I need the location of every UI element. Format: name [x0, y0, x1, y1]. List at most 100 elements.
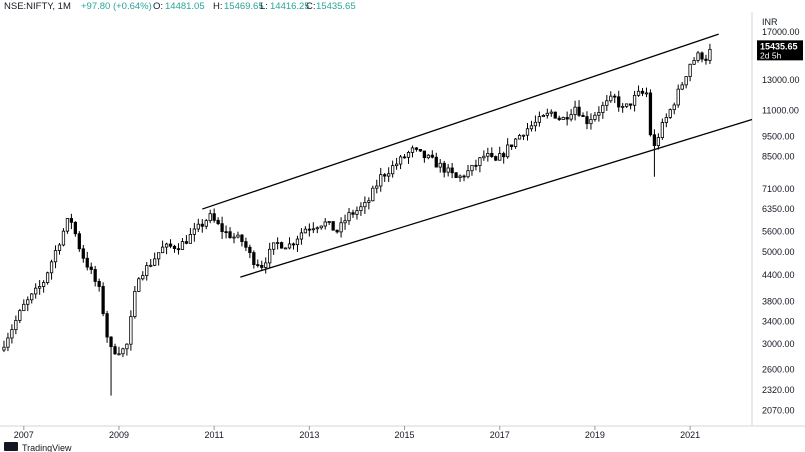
candle-down: [216, 219, 220, 225]
candle-up: [26, 299, 30, 305]
candle-down: [474, 164, 478, 167]
candle-down: [402, 156, 407, 159]
candle-up: [466, 170, 470, 178]
candle-down: [585, 116, 589, 125]
candle-up: [153, 258, 157, 266]
candle-down: [335, 229, 339, 233]
candle-down: [212, 213, 216, 221]
candle-down: [434, 156, 438, 168]
symbol-label[interactable]: NSE:NIFTY, 1M: [4, 1, 71, 12]
candle-up: [204, 220, 208, 227]
candle-up: [605, 100, 609, 106]
candle-down: [565, 117, 569, 120]
candle-down: [184, 241, 189, 244]
trendlines-layer: [202, 33, 753, 278]
candle-up: [676, 88, 680, 106]
candle-down: [244, 241, 248, 248]
candle-up: [387, 173, 391, 177]
candle-up: [517, 135, 522, 140]
candle-up: [22, 303, 26, 312]
candle-up: [45, 272, 50, 283]
candle-up: [680, 84, 684, 90]
candle-up: [593, 114, 597, 120]
price-tick-label: 5000.00: [762, 247, 795, 257]
candle-down: [494, 156, 498, 161]
candle-down: [93, 269, 97, 282]
time-tick-label: 2007: [14, 430, 34, 440]
price-tick-label: 8500.00: [762, 152, 795, 162]
candle-up: [53, 250, 58, 263]
open-label: O:: [153, 1, 163, 12]
candle-up: [597, 112, 601, 116]
candle-up: [133, 291, 137, 317]
candle-down: [331, 221, 335, 231]
candle-up: [295, 238, 300, 246]
tradingview-watermark: TradingView: [22, 443, 72, 452]
candle-up: [589, 119, 593, 125]
candle-up: [708, 48, 712, 61]
candle-up: [196, 223, 200, 230]
candle-up: [311, 228, 315, 231]
candle-down: [704, 58, 708, 61]
candle-up: [363, 201, 367, 208]
candle-up: [343, 220, 347, 224]
candle-up: [319, 225, 323, 229]
price-tick-label: 3000.00: [762, 339, 795, 349]
candle-up: [561, 117, 565, 120]
candle-countdown: 2d 5h: [760, 50, 782, 60]
time-axis[interactable]: 2007 2009 2011 2013 2015 2017 2019 2021: [14, 426, 700, 440]
chart-header: NSE:NIFTY, 1M +97.80 (+0.64%) O: 14481.0…: [4, 1, 356, 12]
candle-up: [264, 262, 268, 268]
candle-up: [478, 157, 482, 166]
candle-down: [248, 246, 252, 254]
price-tick-label: 2070.00: [762, 406, 795, 416]
high-value: 15469.65: [224, 1, 264, 12]
candle-up: [379, 174, 383, 187]
candle-up: [232, 236, 236, 239]
candle-down: [77, 233, 81, 250]
candle-up: [513, 138, 518, 147]
candle-up: [545, 112, 549, 116]
low-label: L:: [260, 1, 268, 12]
candle-up: [636, 90, 641, 96]
candle-up: [34, 287, 38, 295]
candle-up: [141, 275, 145, 280]
candle-down: [648, 92, 653, 136]
candle-down: [109, 336, 113, 348]
candle-up: [14, 319, 18, 331]
time-tick-label: 2019: [585, 430, 605, 440]
candle-down: [502, 153, 506, 158]
candle-up: [236, 234, 240, 238]
candle-down: [383, 174, 387, 177]
candle-up: [375, 185, 379, 189]
candle-up: [65, 218, 70, 232]
candle-down: [176, 248, 181, 251]
candle-down: [414, 147, 419, 150]
candle-up: [394, 163, 399, 167]
last-price-tag: 15435.65 2d 5h: [757, 40, 803, 61]
candle-up: [656, 137, 660, 146]
candle-up: [660, 122, 664, 138]
candle-up: [398, 156, 403, 165]
candle-down: [462, 175, 466, 178]
close-value: 15435.65: [316, 1, 356, 12]
candle-up: [299, 232, 304, 240]
candle-up: [621, 105, 625, 108]
candle-down: [89, 266, 93, 270]
candle-down: [640, 90, 645, 94]
open-value: 14481.05: [165, 1, 205, 12]
candle-down: [291, 243, 296, 246]
candle-up: [482, 155, 486, 159]
candle-down: [450, 167, 454, 174]
candle-up: [192, 228, 196, 235]
candle-up: [406, 152, 411, 158]
candle-up: [664, 117, 668, 123]
price-tick-label: 2320.00: [762, 385, 795, 395]
candle-up: [10, 329, 14, 339]
candle-down: [454, 172, 458, 178]
candle-down: [260, 264, 264, 268]
candle-down: [422, 150, 427, 159]
candle-down: [172, 245, 177, 250]
candle-up: [541, 114, 545, 118]
